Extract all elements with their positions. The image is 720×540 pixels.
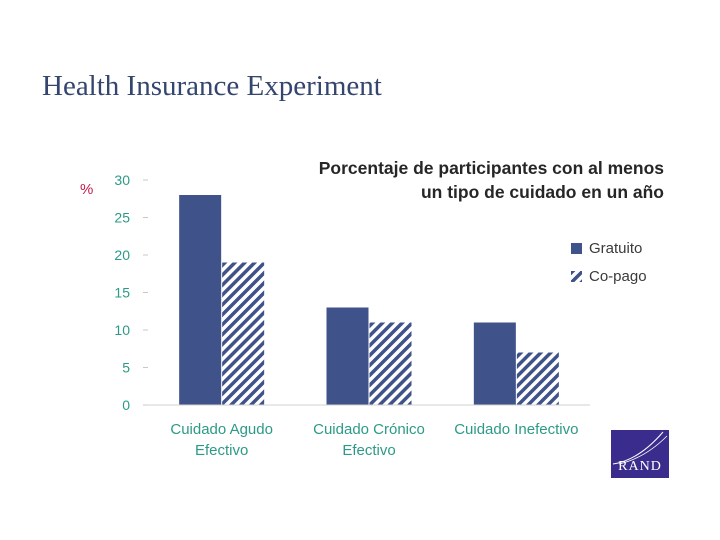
- x-category-label: Cuidado Crónico: [313, 421, 425, 438]
- bar-co-pago: [369, 322, 412, 405]
- y-tick-label: 10: [114, 322, 130, 338]
- bar-gratuito: [179, 195, 222, 405]
- x-category-label: Efectivo: [195, 442, 248, 459]
- y-unit-label: %: [80, 181, 93, 198]
- y-tick-label: 15: [114, 285, 130, 301]
- bar-gratuito: [473, 322, 516, 405]
- bars: [179, 195, 559, 405]
- chart-title-line: un tipo de cuidado en un año: [421, 182, 664, 202]
- bar-co-pago: [516, 352, 559, 405]
- bar-gratuito: [326, 307, 369, 405]
- legend-label: Gratuito: [589, 240, 642, 257]
- legend-label: Co-pago: [589, 268, 647, 285]
- legend: Gratuito Co-pago: [571, 240, 647, 285]
- x-category-label: Cuidado Inefectivo: [454, 421, 578, 438]
- rand-logo-text: RAND: [618, 459, 662, 474]
- y-tick-label: 5: [122, 360, 130, 376]
- slide-title: Health Insurance Experiment: [42, 70, 382, 102]
- y-tick-label: 20: [114, 247, 130, 263]
- legend-swatch-co-pago: [571, 271, 582, 282]
- y-tick-label: 0: [122, 397, 130, 413]
- chart-title: Porcentaje de participantes con al menos…: [319, 158, 665, 202]
- rand-logo-swoosh-icon: [612, 431, 668, 465]
- bar-co-pago: [222, 262, 265, 405]
- rand-logo: RAND: [611, 430, 669, 478]
- x-axis: Cuidado Agudo Efectivo Cuidado Crónico Efec…: [148, 404, 590, 459]
- y-tick-label: 25: [114, 210, 130, 226]
- y-tick-label: 30: [114, 172, 130, 188]
- y-axis: 0 5 10 15 20 25 30: [114, 172, 148, 413]
- chart-title-line: Porcentaje de participantes con al menos: [319, 158, 665, 178]
- legend-swatch-gratuito: [571, 243, 582, 254]
- x-category-label: Cuidado Agudo: [170, 421, 273, 438]
- x-category-label: Efectivo: [342, 442, 395, 459]
